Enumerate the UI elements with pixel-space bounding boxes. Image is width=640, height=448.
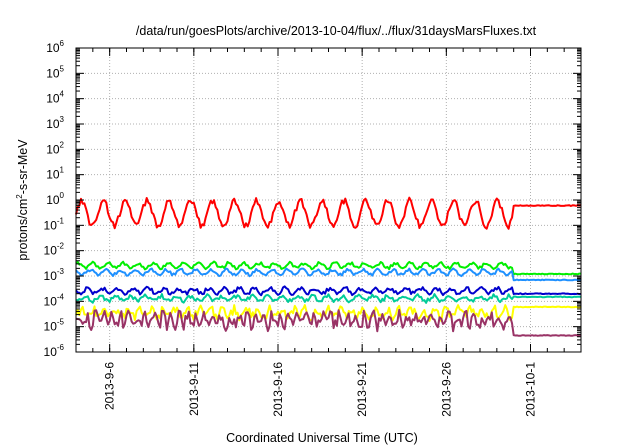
y-tick-label: 106	[46, 39, 64, 55]
x-tick-label: 2013-9-16	[271, 362, 285, 417]
y-tick-label: 10-2	[44, 242, 65, 258]
series-line	[75, 285, 582, 297]
chart-title: /data/run/goesPlots/archive/2013-10-04/f…	[136, 24, 537, 38]
ticks	[76, 47, 581, 353]
x-axis-label: Coordinated Universal Time (UTC)	[226, 431, 418, 445]
y-axis-label-exponent: 2	[15, 194, 24, 199]
y-axis-label-rest: -s-sr-MeV	[16, 139, 30, 195]
y-tick-label: 10-1	[44, 216, 65, 232]
y-tick-label: 10-3	[44, 267, 65, 283]
y-tick-label: 104	[46, 90, 64, 106]
y-tick-label: 10-6	[44, 343, 65, 359]
series-line	[75, 196, 582, 230]
x-tick-label: 2013-10-1	[524, 362, 538, 417]
series-line	[75, 293, 582, 304]
x-tick-label: 2013-9-21	[355, 362, 369, 417]
series-line	[75, 267, 582, 282]
y-tick-label: 101	[46, 166, 64, 182]
y-axis-label-unit: protons/cm	[16, 199, 30, 261]
x-tick-label: 2013-9-26	[439, 362, 453, 417]
x-tick-label: 2013-9-11	[187, 362, 201, 416]
y-tick-label: 10-5	[44, 318, 65, 334]
tick-labels: 10-6 10-5 10-4 10-3 10-2 10-1 100 101 102 103 104 1…	[44, 39, 538, 417]
y-tick-label: 100	[46, 191, 64, 207]
series-line	[75, 260, 581, 276]
y-tick-label: 102	[46, 140, 64, 156]
x-tick-label: 2013-9-6	[103, 362, 117, 410]
y-axis-label: protons/cm2-s-sr-MeV	[15, 139, 30, 261]
y-tick-label: 10-4	[44, 292, 65, 308]
y-tick-label: 105	[46, 64, 64, 80]
y-tick-label: 103	[46, 115, 64, 131]
series-group	[75, 196, 582, 337]
series-line	[75, 308, 582, 337]
